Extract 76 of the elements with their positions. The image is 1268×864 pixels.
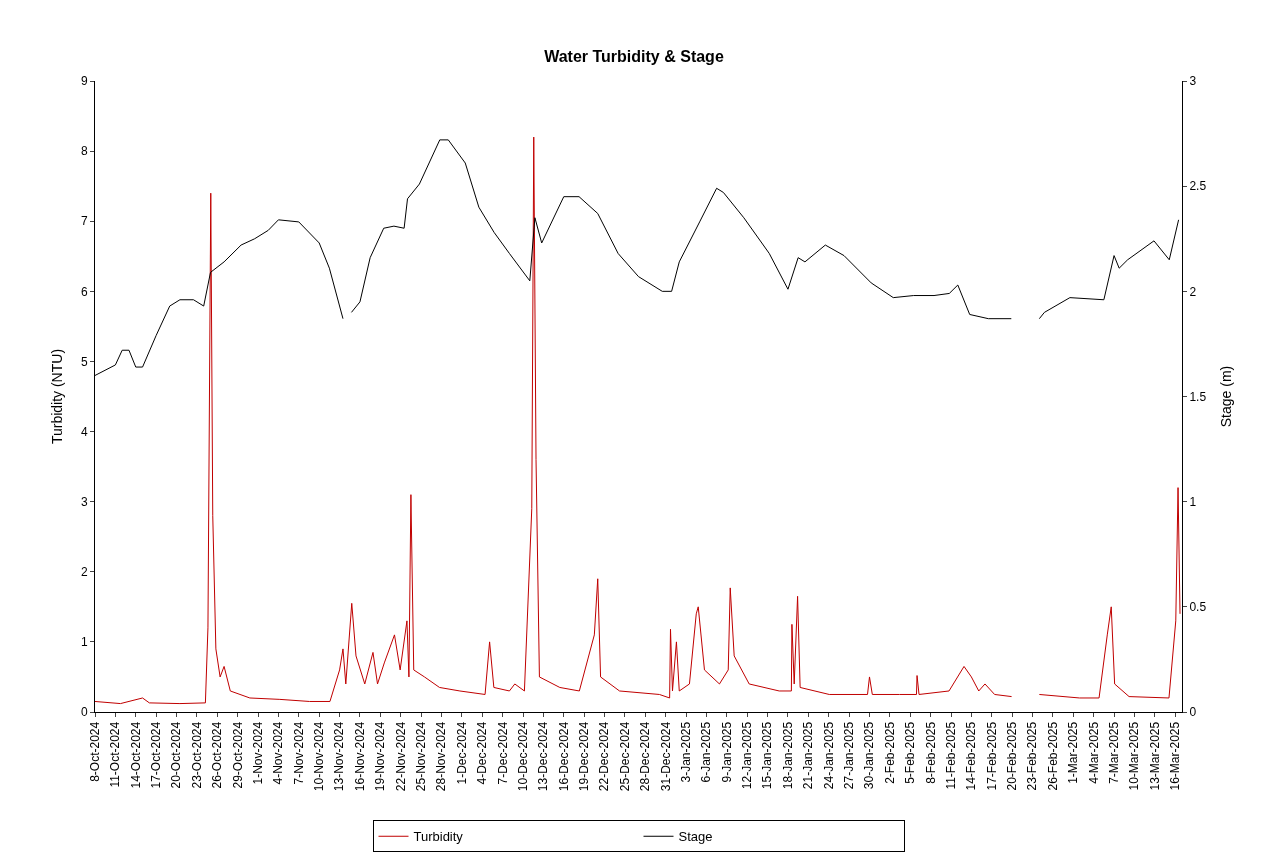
x-tick-label: 16-Nov-2024 xyxy=(352,721,367,792)
x-tick-label: 31-Dec-2024 xyxy=(658,721,673,792)
x-tick-label: 7-Dec-2024 xyxy=(495,721,510,785)
x-tick-label: 10-Nov-2024 xyxy=(312,721,327,792)
y2-tick-label: 3 xyxy=(1189,74,1197,89)
x-tick-label: 3-Jan-2025 xyxy=(678,721,693,783)
x-tick-label: 25-Nov-2024 xyxy=(414,721,428,792)
y2-tick-label: 0.5 xyxy=(1189,600,1207,615)
x-tick-label: 11-Oct-2024 xyxy=(108,721,123,788)
x-tick-label: 1-Nov-2024 xyxy=(250,721,265,785)
y2-tick-label: 1.5 xyxy=(1189,389,1207,404)
x-tick-label: 15-Jan-2025 xyxy=(760,721,775,790)
x-tick-label: 1-Mar-2025 xyxy=(1066,721,1081,784)
y2-tick-label: 2.5 xyxy=(1189,179,1207,194)
x-tick-label: 13-Dec-2024 xyxy=(536,721,551,792)
x-tick-label: 17-Oct-2024 xyxy=(149,721,164,789)
x-tick-label: 24-Jan-2025 xyxy=(821,721,836,790)
x-tick-label: 29-Oct-2024 xyxy=(230,721,245,789)
x-tick-label: 30-Jan-2025 xyxy=(862,721,877,790)
x-tick-label: 22-Dec-2024 xyxy=(597,721,612,792)
x-tick-label: 23-Feb-2025 xyxy=(1025,721,1040,791)
y-tick-label: 0 xyxy=(80,705,88,720)
x-tick-label: 16-Dec-2024 xyxy=(556,721,571,792)
x-tick-label: 2-Feb-2025 xyxy=(882,721,897,784)
x-tick-label: 13-Nov-2024 xyxy=(332,721,347,792)
x-tick-label: 23-Oct-2024 xyxy=(189,721,204,789)
y-tick-label: 5 xyxy=(80,354,88,369)
legend-label: Stage xyxy=(678,829,713,845)
x-tick-label: 19-Nov-2024 xyxy=(373,721,388,792)
x-tick-label: 18-Jan-2025 xyxy=(780,721,795,790)
x-tick-label: 17-Feb-2025 xyxy=(984,721,999,791)
x-tick-label: 20-Feb-2025 xyxy=(1005,721,1020,791)
x-tick-label: 4-Mar-2025 xyxy=(1086,721,1101,784)
x-tick-label: 10-Mar-2025 xyxy=(1127,721,1142,791)
y-tick-label: 3 xyxy=(80,494,88,509)
x-tick-label: 19-Dec-2024 xyxy=(577,721,592,792)
y-axis-title: Turbidity (NTU) xyxy=(48,348,65,445)
x-tick-label: 12-Jan-2025 xyxy=(740,721,755,790)
x-tick-label: 1-Dec-2024 xyxy=(454,721,469,785)
x-tick-label: 6-Jan-2025 xyxy=(699,721,714,783)
x-tick-label: 22-Nov-2024 xyxy=(393,721,408,792)
x-tick-label: 9-Jan-2025 xyxy=(719,721,734,783)
y-tick-label: 8 xyxy=(80,144,88,159)
x-tick-label: 16-Mar-2025 xyxy=(1168,721,1183,791)
x-tick-label: 14-Feb-2025 xyxy=(964,721,979,791)
x-tick-label: 5-Feb-2025 xyxy=(903,721,918,784)
x-tick-label: 28-Dec-2024 xyxy=(638,721,653,792)
x-tick-label: 21-Jan-2025 xyxy=(801,721,816,790)
x-tick-label: 26-Oct-2024 xyxy=(210,721,225,789)
y2-tick-label: 0 xyxy=(1189,705,1197,720)
x-tick-label: 7-Nov-2024 xyxy=(291,721,306,785)
x-tick-label: 10-Dec-2024 xyxy=(515,721,530,792)
x-tick-label: 7-Mar-2025 xyxy=(1106,721,1121,784)
y-tick-label: 1 xyxy=(80,635,88,650)
y-tick-label: 4 xyxy=(80,424,88,439)
legend-label: Turbidity xyxy=(413,829,464,845)
y-tick-label: 6 xyxy=(80,284,88,299)
x-tick-label: 11-Feb-2025 xyxy=(943,721,958,790)
x-tick-label: 28-Nov-2024 xyxy=(434,721,449,792)
x-tick-label: 20-Oct-2024 xyxy=(169,721,184,789)
y2-tick-label: 2 xyxy=(1189,284,1197,299)
x-tick-label: 25-Dec-2024 xyxy=(617,721,632,792)
chart-title: Water Turbidity & Stage xyxy=(544,47,724,65)
x-tick-label: 8-Feb-2025 xyxy=(923,721,938,784)
y2-tick-label: 1 xyxy=(1189,494,1197,509)
x-tick-label: 26-Feb-2025 xyxy=(1045,721,1060,791)
y-tick-label: 2 xyxy=(80,564,88,579)
x-tick-label: 4-Dec-2024 xyxy=(475,721,490,785)
y2-axis-title: Stage (m) xyxy=(1217,365,1234,428)
x-tick-label: 8-Oct-2024 xyxy=(87,721,102,782)
x-tick-label: 27-Jan-2025 xyxy=(842,721,857,790)
x-tick-label: 14-Oct-2024 xyxy=(128,721,143,789)
x-tick-label: 4-Nov-2024 xyxy=(271,721,286,785)
x-tick-label: 13-Mar-2025 xyxy=(1147,721,1162,791)
y-tick-label: 7 xyxy=(80,214,88,229)
y-tick-label: 9 xyxy=(80,74,88,89)
